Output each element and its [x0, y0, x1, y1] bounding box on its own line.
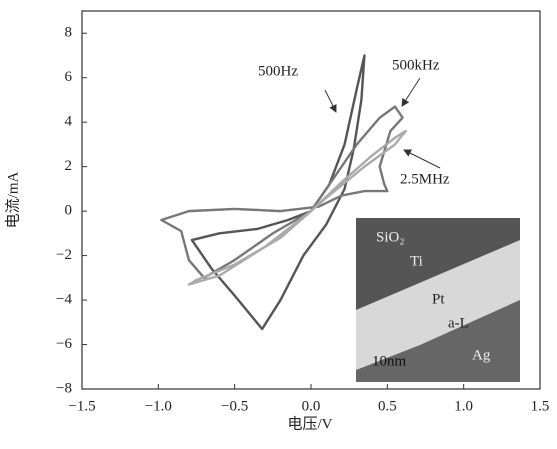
y-axis-label: 电流/mA [4, 172, 21, 229]
inset-label: SiO₂ [376, 229, 405, 245]
y-tick-label: 2 [65, 158, 73, 174]
x-tick-label: 1.5 [531, 398, 550, 414]
y-tick-label: −2 [56, 247, 72, 263]
annotation: 500kHz [392, 57, 440, 73]
y-tick-label: 8 [65, 25, 73, 41]
y-tick-label: 0 [65, 203, 73, 219]
inset-label: 10nm [372, 353, 407, 369]
curve [187, 129, 407, 286]
curve [160, 105, 404, 280]
y-tick-label: 4 [65, 114, 73, 130]
inset-label: Pt [432, 291, 445, 307]
y-tick-label: −8 [56, 380, 72, 396]
x-tick-label: 0.0 [302, 398, 321, 414]
x-tick-label: −1.5 [68, 398, 95, 414]
arrow [324, 89, 337, 113]
x-tick-label: 1.0 [454, 398, 473, 414]
x-tick-label: −1.0 [145, 398, 172, 414]
inset-label: Ti [410, 253, 423, 269]
inset-label: a-L [448, 315, 469, 331]
y-tick-label: 6 [65, 69, 73, 85]
annotation: 500Hz [258, 63, 298, 79]
annotation: 2.5MHz [400, 171, 450, 187]
arrow [403, 149, 441, 169]
inset-image [356, 218, 520, 382]
arrow [401, 77, 421, 107]
y-tick-label: −4 [56, 291, 72, 307]
y-tick-label: −6 [56, 336, 72, 352]
inset-label: Ag [472, 347, 491, 363]
curve [190, 54, 366, 331]
x-tick-label: 0.5 [378, 398, 397, 414]
x-tick-label: −0.5 [221, 398, 248, 414]
x-axis-label: 电压/V [287, 415, 332, 432]
